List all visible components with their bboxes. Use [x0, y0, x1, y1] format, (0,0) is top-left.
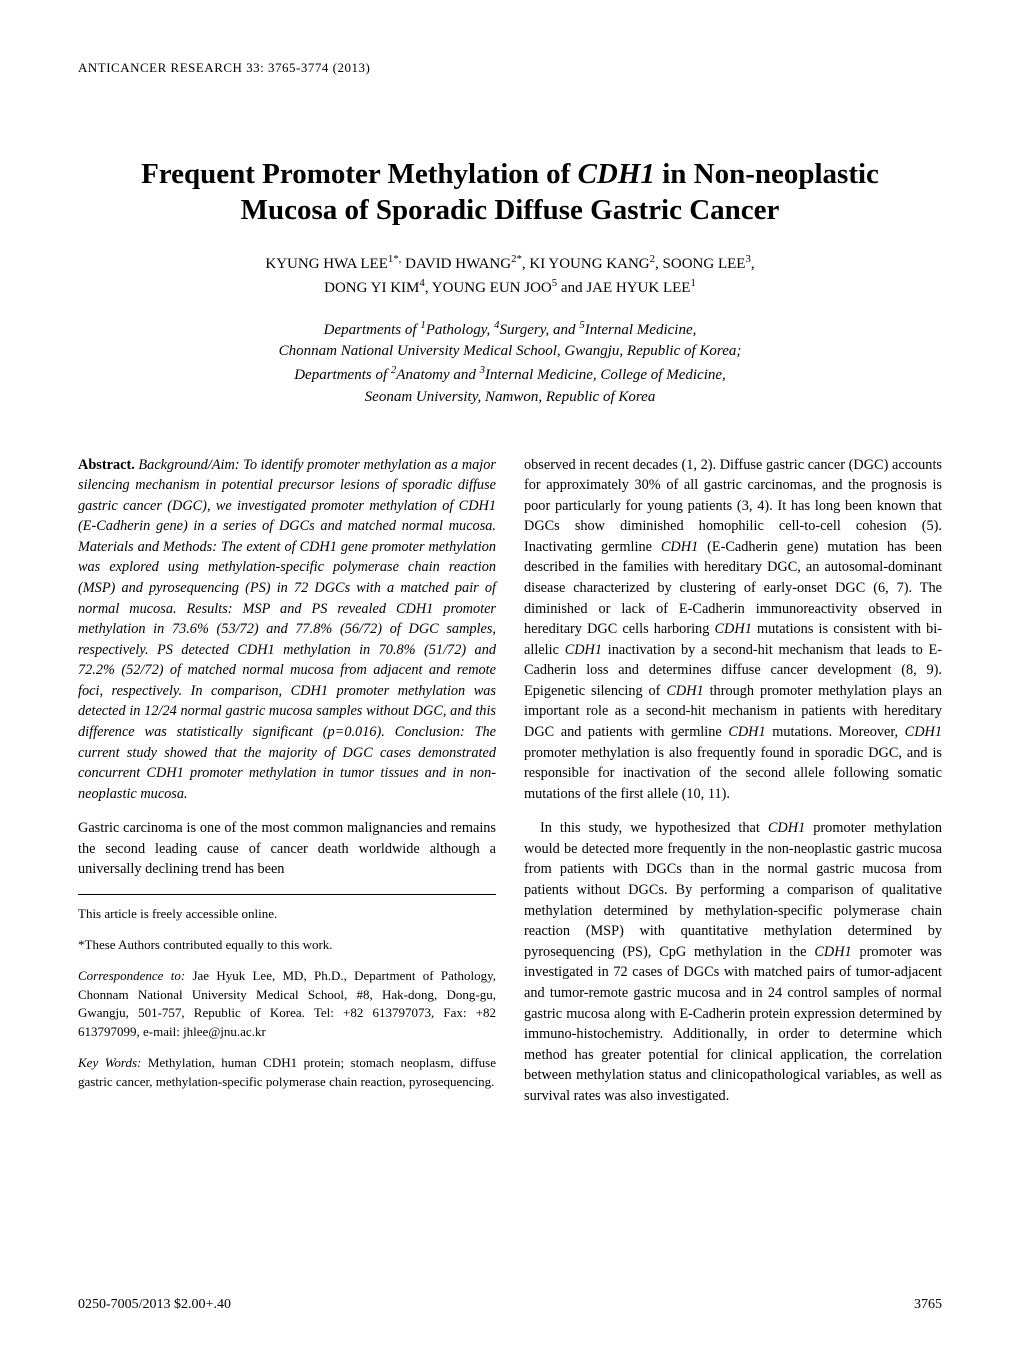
affil-text: Seonam University, Namwon, Republic of K… [365, 389, 656, 405]
article-title: Frequent Promoter Methylation of CDH1 in… [78, 156, 942, 229]
footnote-keywords: Key Words: Methylation, human CDH1 prote… [78, 1054, 496, 1092]
title-text-c: Mucosa of Sporadic Diffuse Gastric Cance… [241, 194, 780, 226]
gene-name: CDH1 [728, 724, 765, 740]
affil-text: Internal Medicine, [585, 322, 697, 338]
author: , [751, 256, 755, 272]
affil-text: Chonnam National University Medical Scho… [279, 343, 742, 359]
affil-text: Departments of [324, 322, 421, 338]
affil-text: Internal Medicine, College of Medicine, [485, 367, 726, 383]
author: KYUNG HWA LEE [265, 256, 387, 272]
correspondence-label: Correspondence to: [78, 968, 185, 983]
footnote-access: This article is freely accessible online… [78, 905, 496, 924]
footnote-divider [78, 894, 496, 895]
gene-name: CDH1 [666, 683, 703, 699]
abstract-label: Abstract. [78, 457, 135, 473]
author: , KI YOUNG KANG [522, 256, 650, 272]
gene-name: CDH1 [565, 642, 602, 658]
keywords-text: Methylation, human CDH1 protein; stomach… [78, 1055, 496, 1089]
page-number: 3765 [914, 1297, 942, 1313]
page-footer: 0250-7005/2013 $2.00+.40 3765 [78, 1297, 942, 1313]
footer-left: 0250-7005/2013 $2.00+.40 [78, 1297, 231, 1313]
author-sup: 1 [690, 277, 695, 289]
gene-name: CDH1 [814, 944, 851, 960]
gene-name: CDH1 [661, 539, 698, 555]
body-text: promoter was investigated in 72 cases of… [524, 944, 942, 1104]
two-column-body: Abstract. Background/Aim: To identify pr… [78, 455, 942, 1121]
right-column: observed in recent decades (1, 2). Diffu… [524, 455, 942, 1121]
author: DONG YI KIM [324, 280, 419, 296]
affil-text: Surgery, and [499, 322, 579, 338]
body-text: mutations. Moreover, [766, 724, 905, 740]
affil-text: Departments of [294, 367, 391, 383]
abstract-paragraph: Abstract. Background/Aim: To identify pr… [78, 455, 496, 805]
affil-text: Pathology, [426, 322, 494, 338]
left-column: Abstract. Background/Aim: To identify pr… [78, 455, 496, 1121]
author: , YOUNG EUN JOO [425, 280, 552, 296]
title-text-b: in Non-neoplastic [655, 158, 879, 190]
affiliations-block: Departments of 1Pathology, 4Surgery, and… [78, 318, 942, 409]
title-text-a: Frequent Promoter Methylation of [141, 158, 578, 190]
body-paragraph-1: observed in recent decades (1, 2). Diffu… [524, 455, 942, 805]
footnote-correspondence: Correspondence to: Jae Hyuk Lee, MD, Ph.… [78, 967, 496, 1042]
body-text: In this study, we hypothesized that [540, 820, 768, 836]
gene-name: CDH1 [715, 621, 752, 637]
keywords-label: Key Words: [78, 1055, 141, 1070]
author: and JAE HYUK LEE [557, 280, 690, 296]
body-text: promoter methylation is also frequently … [524, 745, 942, 802]
body-paragraph-2: In this study, we hypothesized that CDH1… [524, 818, 942, 1106]
intro-paragraph: Gastric carcinoma is one of the most com… [78, 818, 496, 880]
abstract-text: Background/Aim: To identify promoter met… [78, 457, 496, 802]
author: DAVID HWANG [401, 256, 511, 272]
authors-block: KYUNG HWA LEE1*, DAVID HWANG2*, KI YOUNG… [78, 251, 942, 300]
author-sup: 2* [511, 253, 522, 265]
body-text: promoter methylation would be detected m… [524, 820, 942, 959]
author: , SOONG LEE [655, 256, 745, 272]
gene-name: CDH1 [768, 820, 805, 836]
affil-text: Anatomy and [396, 367, 479, 383]
footnote-equal-contrib: *These Authors contributed equally to th… [78, 936, 496, 955]
author-sup: 1*, [388, 253, 402, 265]
gene-name: CDH1 [905, 724, 942, 740]
title-gene: CDH1 [578, 158, 655, 190]
journal-header: ANTICANCER RESEARCH 33: 3765-3774 (2013) [78, 60, 942, 76]
